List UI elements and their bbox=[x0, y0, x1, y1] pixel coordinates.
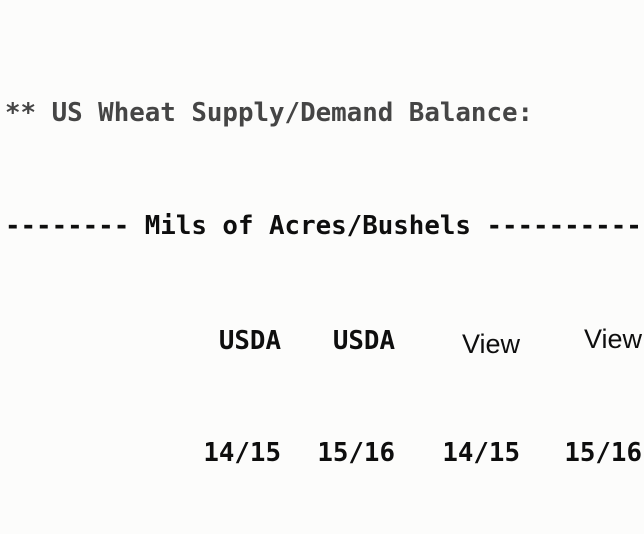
column-group-usda-1: USDA bbox=[218, 325, 281, 356]
column-group-usda-2: USDA bbox=[332, 325, 395, 356]
season-view-14-15: 14/15 bbox=[442, 438, 520, 469]
report-title: ** US Wheat Supply/Demand Balance: bbox=[5, 98, 534, 129]
season-header-row: 14/15 15/16 14/15 15/16 bbox=[5, 438, 644, 469]
column-group-view-2: View bbox=[583, 323, 642, 354]
units-header: -------- Mils of Acres/Bushels ---------… bbox=[5, 211, 642, 242]
column-group-view-1: View bbox=[461, 328, 520, 359]
column-group-header-row: USDA USDA View View bbox=[5, 323, 644, 358]
season-usda-15-16: 15/16 bbox=[317, 438, 395, 469]
season-usda-14-15: 14/15 bbox=[203, 438, 281, 469]
season-view-15-16: 15/16 bbox=[564, 438, 642, 469]
